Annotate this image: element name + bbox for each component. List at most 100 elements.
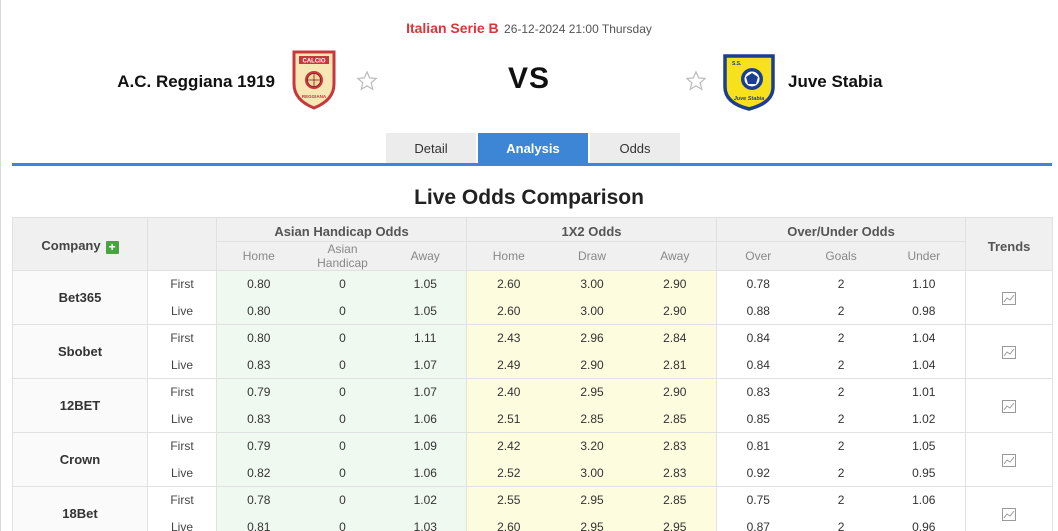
ou-odds-cell[interactable]: 1.04 [882,324,966,352]
company-name[interactable]: Bet365 [12,270,148,325]
ah-odds-cell[interactable]: 0 [300,324,385,352]
away-team-name[interactable]: Juve Stabia [788,72,883,91]
x12-odds-cell[interactable]: 2.52 [466,459,551,487]
x12-odds-cell[interactable]: 2.95 [633,513,717,531]
x12-odds-cell[interactable]: 2.55 [466,486,551,514]
x12-odds-cell[interactable]: 2.95 [550,513,634,531]
ah-odds-cell[interactable]: 0 [300,405,385,433]
ou-odds-cell[interactable]: 0.75 [716,486,800,514]
tab-analysis[interactable]: Analysis [478,133,588,164]
ah-odds-cell[interactable]: 1.03 [384,513,467,531]
x12-odds-cell[interactable]: 2.90 [633,378,717,406]
x12-odds-cell[interactable]: 2.90 [633,270,717,298]
x12-odds-cell[interactable]: 2.85 [633,405,717,433]
x12-odds-cell[interactable]: 2.95 [550,378,634,406]
ah-odds-cell[interactable]: 0.80 [216,270,301,298]
ou-odds-cell[interactable]: 0.95 [882,459,966,487]
line-chart-icon[interactable] [1002,291,1017,305]
company-name[interactable]: 12BET [12,378,148,433]
company-name[interactable]: 18Bet [12,486,148,531]
ou-odds-cell[interactable]: 0.96 [882,513,966,531]
favorite-star-icon-away[interactable] [685,70,707,92]
ou-odds-cell[interactable]: 2 [799,351,883,379]
line-chart-icon[interactable] [1002,453,1017,467]
x12-odds-cell[interactable]: 2.96 [550,324,634,352]
ah-odds-cell[interactable]: 0.80 [216,324,301,352]
ah-odds-cell[interactable]: 0.82 [216,459,301,487]
ou-odds-cell[interactable]: 0.84 [716,324,800,352]
plus-icon[interactable]: + [105,241,119,254]
ou-odds-cell[interactable]: 0.85 [716,405,800,433]
away-team-logo[interactable]: S.S. Juve Stabia [722,53,776,111]
x12-odds-cell[interactable]: 2.81 [633,351,717,379]
home-team-logo[interactable]: CALCIO REGGIANA [291,50,337,110]
ou-odds-cell[interactable]: 0.92 [716,459,800,487]
x12-odds-cell[interactable]: 3.00 [550,270,634,298]
x12-odds-cell[interactable]: 3.00 [550,297,634,325]
ah-odds-cell[interactable]: 0 [300,432,385,460]
line-chart-icon[interactable] [1002,399,1017,413]
ah-odds-cell[interactable]: 0.83 [216,351,301,379]
ah-odds-cell[interactable]: 1.06 [384,459,467,487]
ah-odds-cell[interactable]: 1.06 [384,405,467,433]
ou-odds-cell[interactable]: 0.98 [882,297,966,325]
x12-odds-cell[interactable]: 2.51 [466,405,551,433]
ah-odds-cell[interactable]: 1.07 [384,351,467,379]
x12-odds-cell[interactable]: 2.83 [633,432,717,460]
line-chart-icon[interactable] [1002,507,1017,521]
company-name[interactable]: Sbobet [12,324,148,379]
favorite-star-icon-home[interactable] [356,70,378,92]
ah-odds-cell[interactable]: 0.79 [216,432,301,460]
x12-odds-cell[interactable]: 2.42 [466,432,551,460]
ou-odds-cell[interactable]: 2 [799,459,883,487]
ah-odds-cell[interactable]: 1.05 [384,270,467,298]
ou-odds-cell[interactable]: 2 [799,405,883,433]
ou-odds-cell[interactable]: 1.05 [882,432,966,460]
x12-odds-cell[interactable]: 2.95 [550,486,634,514]
x12-odds-cell[interactable]: 2.85 [633,486,717,514]
x12-odds-cell[interactable]: 2.84 [633,324,717,352]
tab-odds[interactable]: Odds [590,133,680,164]
ah-odds-cell[interactable]: 0 [300,486,385,514]
ou-odds-cell[interactable]: 1.02 [882,405,966,433]
ah-odds-cell[interactable]: 0.78 [216,486,301,514]
ah-odds-cell[interactable]: 0 [300,270,385,298]
ou-odds-cell[interactable]: 0.87 [716,513,800,531]
ah-odds-cell[interactable]: 1.05 [384,297,467,325]
ah-odds-cell[interactable]: 1.11 [384,324,467,352]
home-team-name[interactable]: A.C. Reggiana 1919 [117,72,275,91]
ou-odds-cell[interactable]: 2 [799,513,883,531]
ou-odds-cell[interactable]: 2 [799,432,883,460]
x12-odds-cell[interactable]: 2.60 [466,297,551,325]
x12-odds-cell[interactable]: 2.60 [466,270,551,298]
x12-odds-cell[interactable]: 2.90 [550,351,634,379]
league-name[interactable]: Italian Serie B [406,20,499,36]
ou-odds-cell[interactable]: 1.10 [882,270,966,298]
x12-odds-cell[interactable]: 2.90 [633,297,717,325]
ah-odds-cell[interactable]: 0 [300,459,385,487]
ah-odds-cell[interactable]: 1.07 [384,378,467,406]
ou-odds-cell[interactable]: 2 [799,297,883,325]
ou-odds-cell[interactable]: 0.81 [716,432,800,460]
ou-odds-cell[interactable]: 1.01 [882,378,966,406]
tab-detail[interactable]: Detail [386,133,476,164]
ou-odds-cell[interactable]: 0.84 [716,351,800,379]
ou-odds-cell[interactable]: 1.06 [882,486,966,514]
ah-odds-cell[interactable]: 0.80 [216,297,301,325]
ah-odds-cell[interactable]: 0.83 [216,405,301,433]
x12-odds-cell[interactable]: 3.00 [550,459,634,487]
ou-odds-cell[interactable]: 0.83 [716,378,800,406]
ah-odds-cell[interactable]: 0.81 [216,513,301,531]
ah-odds-cell[interactable]: 1.02 [384,486,467,514]
ou-odds-cell[interactable]: 2 [799,378,883,406]
ah-odds-cell[interactable]: 0.79 [216,378,301,406]
company-name[interactable]: Crown [12,432,148,487]
ou-odds-cell[interactable]: 0.78 [716,270,800,298]
ah-odds-cell[interactable]: 0 [300,297,385,325]
x12-odds-cell[interactable]: 2.49 [466,351,551,379]
x12-odds-cell[interactable]: 2.43 [466,324,551,352]
ou-odds-cell[interactable]: 0.88 [716,297,800,325]
ah-odds-cell[interactable]: 0 [300,351,385,379]
ah-odds-cell[interactable]: 0 [300,378,385,406]
x12-odds-cell[interactable]: 2.60 [466,513,551,531]
